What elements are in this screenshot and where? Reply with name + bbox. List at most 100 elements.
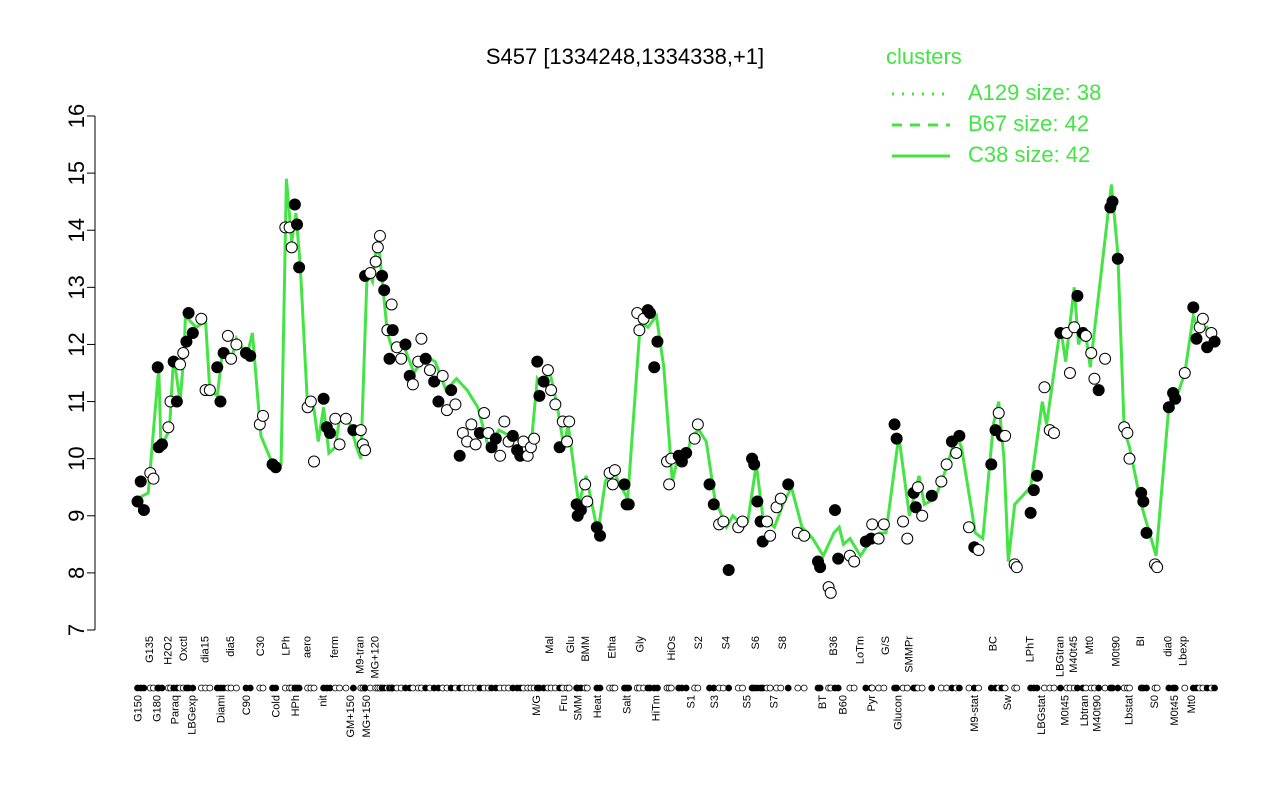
x-tick-label: Paraq — [170, 695, 182, 724]
data-point — [354, 424, 367, 437]
x-tick-label: HiOs — [666, 636, 678, 661]
rug-point — [868, 684, 876, 692]
x-tick-label: S1 — [685, 695, 697, 708]
data-point — [339, 412, 352, 425]
data-point — [1111, 252, 1124, 265]
x-tick-label: BT — [817, 695, 829, 709]
data-point — [376, 269, 389, 282]
x-tick-label: G150 — [132, 695, 144, 722]
data-point — [1196, 312, 1209, 325]
x-tick-label: Pyr — [866, 695, 878, 712]
rug-point — [955, 684, 963, 692]
data-point — [285, 241, 298, 254]
data-point — [774, 492, 787, 505]
x-tick-label: Lbexp — [1178, 636, 1190, 666]
rug-point — [903, 684, 911, 692]
x-tick-label: M0t45 — [1169, 695, 1181, 726]
data-point — [916, 509, 929, 522]
rug-point — [975, 684, 982, 692]
data-point — [688, 432, 701, 445]
data-point — [1099, 352, 1112, 365]
data-point — [606, 478, 619, 491]
data-point — [333, 438, 346, 451]
x-tick-label: M9-tran — [355, 636, 367, 674]
x-tick-label: M40t45 — [1068, 636, 1080, 673]
data-point — [386, 324, 399, 337]
data-point — [494, 449, 507, 462]
data-point — [288, 198, 301, 211]
data-point — [828, 504, 841, 517]
data-point — [531, 355, 544, 368]
data-point — [1137, 495, 1150, 508]
data-point — [897, 515, 910, 528]
data-point — [506, 429, 519, 442]
data-point — [545, 384, 558, 397]
x-tick-label: G135 — [144, 636, 156, 663]
y-tick-label: 7 — [64, 624, 89, 636]
data-point — [1088, 372, 1101, 385]
x-tick-label: nit — [317, 695, 329, 707]
rug-point — [596, 684, 604, 692]
data-point — [162, 421, 175, 434]
rug-point — [654, 684, 661, 692]
data-point — [633, 324, 646, 337]
x-tick-label: LoTm — [854, 636, 866, 664]
rug-point — [246, 684, 254, 692]
data-point — [872, 532, 885, 545]
data-point — [909, 501, 922, 514]
data-point — [180, 335, 193, 348]
rug-point — [1033, 684, 1041, 692]
data-point — [622, 498, 635, 511]
x-tick-label: Lbstat — [1123, 695, 1135, 725]
rug-point — [1013, 684, 1021, 692]
rug-point — [349, 684, 357, 692]
data-point — [1162, 401, 1175, 414]
rug-point — [272, 684, 280, 692]
data-point — [888, 418, 901, 431]
data-point — [406, 378, 419, 391]
data-point — [563, 415, 576, 428]
x-tick-label: SMMPr — [903, 636, 915, 673]
data-point — [722, 564, 735, 577]
rug-point — [342, 684, 350, 692]
data-point — [134, 475, 147, 488]
data-point — [137, 504, 150, 517]
data-point — [751, 495, 764, 508]
data-point — [478, 406, 491, 419]
data-point — [230, 338, 243, 351]
data-point — [579, 478, 592, 491]
data-point — [182, 307, 195, 320]
x-tick-label: BC — [987, 636, 999, 651]
data-point — [371, 241, 384, 254]
legend-label: A129 size: 38 — [968, 80, 1101, 105]
data-point — [211, 361, 224, 374]
x-tick-label: B36 — [828, 636, 840, 656]
x-tick-label: aero — [302, 636, 314, 658]
data-point — [648, 361, 661, 374]
rug-point — [206, 684, 214, 692]
rug-point — [1001, 684, 1009, 692]
rug-point — [667, 684, 675, 692]
x-tick-label: Mt0 — [1186, 695, 1198, 713]
data-point — [419, 352, 432, 365]
data-point — [533, 389, 546, 402]
data-point — [651, 335, 664, 348]
y-tick-label: 15 — [64, 161, 89, 185]
x-tick-label: ferm — [329, 636, 341, 658]
x-tick-label: C90 — [241, 695, 253, 715]
x-tick-label: Diami — [215, 695, 227, 723]
data-point — [877, 518, 890, 531]
data-point — [608, 464, 621, 477]
rug-point — [739, 684, 746, 692]
data-point — [489, 432, 502, 445]
x-tick-label: LBGstat — [1036, 695, 1048, 735]
data-point — [445, 384, 458, 397]
x-tick-label: dia15 — [199, 636, 211, 663]
data-point — [147, 472, 160, 485]
data-point — [798, 529, 811, 542]
data-point — [680, 446, 693, 459]
data-point — [1121, 426, 1134, 439]
data-point — [1190, 332, 1203, 345]
